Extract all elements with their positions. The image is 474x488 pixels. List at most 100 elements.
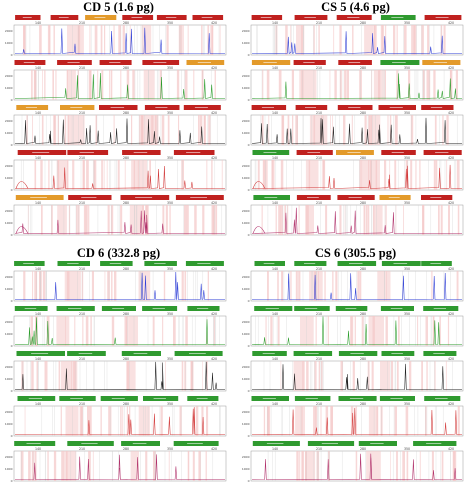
x-tick-label: 210	[79, 66, 85, 70]
bin-shade	[91, 271, 94, 301]
bin-shade	[396, 361, 399, 391]
bin-shade	[417, 316, 419, 346]
bin-shade	[107, 205, 110, 235]
electropherogram-cd5: CD 5 (1.6 pg) 140 210 280 350 420 0 1000 2000 14…	[0, 0, 237, 242]
bin-shade	[315, 316, 317, 346]
bin-shade	[104, 271, 106, 301]
y-tick-label: 1000	[5, 221, 13, 225]
panel-red: 140 210 280 350 420 0 1000 2000	[242, 150, 464, 192]
y-tick-label: 1000	[242, 467, 250, 471]
bin-shade	[371, 70, 373, 100]
y-tick-label: 1000	[242, 86, 250, 90]
x-tick-label: 210	[79, 402, 85, 406]
bin-shade	[73, 160, 75, 190]
bin-shade-block	[369, 115, 381, 145]
bin-shade	[359, 160, 363, 190]
x-tick-label: 420	[211, 201, 217, 205]
bin-shade	[30, 316, 33, 346]
bin-shade	[89, 25, 91, 55]
trace-black	[251, 117, 462, 144]
bin-shade	[350, 316, 353, 346]
bin-shade	[426, 70, 429, 100]
trace-red	[251, 407, 462, 435]
bin-shade	[207, 271, 209, 301]
bin-shade	[40, 160, 43, 190]
bin-shade	[450, 70, 453, 100]
y-tick-label: 2000	[5, 320, 13, 324]
bin-shade	[86, 160, 89, 190]
bin-shade	[268, 115, 270, 145]
x-tick-label: 140	[272, 156, 278, 160]
x-tick-label: 210	[79, 447, 85, 451]
bin-shade	[168, 451, 170, 481]
bin-shade	[107, 271, 110, 301]
bin-shade	[389, 115, 392, 145]
y-tick-label: 0	[11, 434, 13, 438]
plot-frame	[13, 114, 227, 146]
bin-shade	[413, 25, 417, 55]
chart-svg: 140 210 280 350 420 0 1000 2000 140 210 280 350 420 0…	[5, 261, 227, 483]
bin-shade	[363, 205, 365, 235]
bin-label-mark	[67, 263, 79, 264]
bin-shade	[162, 205, 165, 235]
bin-shade	[425, 316, 428, 346]
bin-label-mark	[23, 62, 35, 63]
bin-label-mark	[109, 263, 122, 264]
plot-frame	[250, 270, 464, 302]
bin-shade	[195, 406, 199, 436]
y-tick-label: 0	[248, 344, 250, 348]
bin-shade	[205, 451, 207, 481]
bin-shade	[42, 271, 46, 301]
bin-shade-block	[65, 406, 79, 436]
bin-label-mark	[389, 107, 403, 108]
bin-shade	[167, 115, 170, 145]
bin-label-mark	[68, 308, 82, 309]
bin-label-mark	[22, 17, 32, 18]
x-tick-label: 350	[404, 402, 410, 406]
bin-shade	[179, 406, 182, 436]
plot-frame	[250, 315, 464, 347]
bin-shade	[257, 160, 260, 190]
bin-shade	[267, 271, 269, 301]
bin-label-mark	[111, 398, 125, 399]
bin-shade	[203, 115, 206, 145]
bin-shade	[446, 160, 448, 190]
y-tick-label: 0	[11, 188, 13, 192]
bin-label-mark	[307, 152, 321, 153]
bin-shade	[163, 271, 166, 301]
x-tick-label: 350	[404, 21, 410, 25]
bin-shade	[187, 25, 189, 55]
bin-shade	[320, 406, 322, 436]
trace-blue	[251, 31, 462, 54]
bin-shade	[306, 361, 309, 391]
bin-label-mark	[190, 197, 207, 198]
bin-label-mark	[349, 398, 364, 399]
bin-label-mark	[67, 62, 80, 63]
bin-shade	[106, 160, 108, 190]
bin-label-mark	[345, 308, 357, 309]
bin-shade	[419, 451, 421, 481]
bin-shade	[344, 70, 347, 100]
bin-label-mark	[390, 398, 403, 399]
y-tick-label: 2000	[242, 119, 250, 123]
bin-shade	[181, 271, 184, 301]
bin-shade	[80, 406, 83, 436]
bin-shade	[432, 316, 435, 346]
bin-label-mark	[78, 353, 93, 354]
bin-shade	[111, 316, 115, 346]
bin-shade	[110, 205, 114, 235]
plot-frame	[13, 159, 227, 191]
bin-shade	[290, 271, 292, 301]
bin-shade	[181, 361, 184, 391]
bin-shade	[442, 115, 444, 145]
bin-shade-block	[63, 451, 77, 481]
bin-shade-block	[362, 160, 380, 190]
bin-label-mark	[201, 17, 213, 18]
y-tick-label: 1000	[242, 422, 250, 426]
x-tick-label: 280	[123, 312, 129, 316]
trace-black	[14, 361, 225, 390]
bin-shade	[32, 271, 34, 301]
bin-shade	[87, 406, 89, 436]
bin-shade	[184, 271, 187, 301]
bin-shade	[318, 361, 320, 391]
